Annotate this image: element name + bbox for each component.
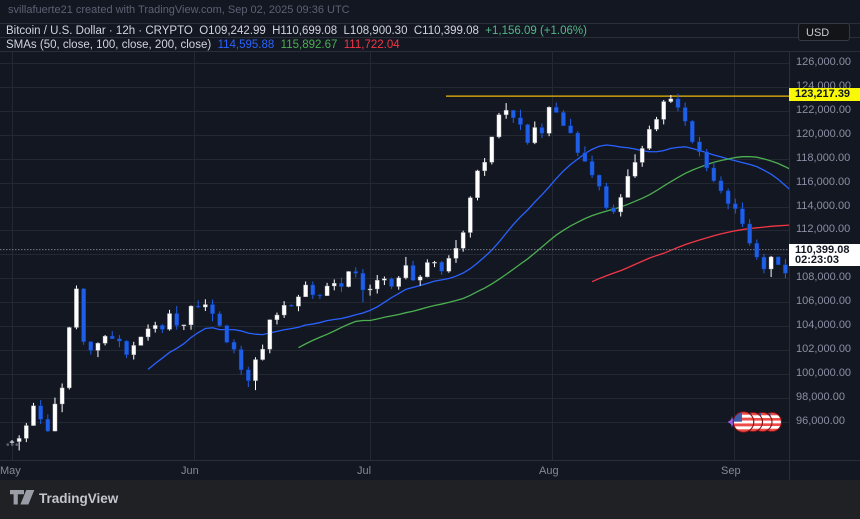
svg-text:TradingView: TradingView [39, 491, 119, 506]
